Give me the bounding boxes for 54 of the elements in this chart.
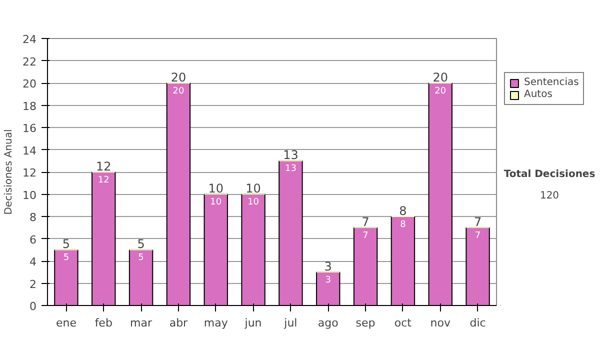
data-label: 7: [474, 230, 481, 241]
y-tick-label: 24: [22, 33, 37, 46]
x-tick-label: jun: [244, 316, 262, 330]
y-tick-label: 20: [22, 78, 37, 90]
total-label: 3: [324, 259, 332, 274]
total-label: 13: [283, 148, 298, 162]
y-axis-title: Decisiones Anual: [4, 129, 15, 215]
x-tick-label: oct: [394, 316, 412, 330]
x-tick-label: abr: [169, 316, 188, 330]
total-label: 5: [137, 237, 145, 252]
x-tick-label: mar: [130, 316, 153, 330]
total-label: 7: [362, 214, 370, 229]
y-tick-label: 16: [22, 122, 37, 135]
data-label: 20: [434, 86, 446, 96]
x-tick-label: jul: [283, 316, 298, 330]
y-tick-label: 12: [22, 166, 37, 180]
data-label: 10: [248, 198, 260, 208]
y-tick-label: 10: [22, 188, 37, 202]
y-tick-label: 2: [30, 278, 36, 291]
total-label: 10: [208, 182, 224, 196]
text: Total Decisiones: [504, 169, 596, 180]
x-tick-label: may: [204, 316, 228, 330]
total-label: 5: [62, 237, 70, 252]
x-tick-label: nov: [430, 316, 451, 330]
legend-label: Autos: [524, 89, 552, 100]
x-tick-label: ene: [56, 316, 77, 330]
data-label: 20: [172, 86, 184, 96]
data-label: 13: [284, 164, 296, 174]
legend-label: Sentencias: [524, 77, 579, 88]
x-tick-label: feb: [94, 316, 112, 330]
y-tick-label: 14: [22, 144, 37, 158]
data-label: 12: [98, 175, 110, 186]
x-tick-label: dic: [470, 316, 486, 330]
text: 120: [540, 190, 560, 202]
x-tick-label: sep: [356, 316, 376, 330]
total-label: 7: [474, 214, 482, 229]
y-tick-label: 6: [30, 233, 36, 246]
data-label: 3: [325, 275, 331, 286]
total-label: 20: [170, 70, 186, 84]
y-tick-label: 4: [30, 256, 36, 268]
data-label: 10: [210, 198, 222, 208]
total-label: 12: [96, 159, 112, 174]
total-label: 10: [246, 182, 261, 196]
data-label: 7: [362, 230, 368, 241]
x-tick-label: ago: [318, 316, 339, 330]
y-tick-label: 22: [22, 55, 37, 68]
y-tick-label: 0: [30, 300, 36, 313]
y-tick-label: 18: [22, 100, 37, 113]
y-tick-label: 8: [30, 211, 36, 224]
total-label: 20: [432, 70, 448, 84]
data-label: 5: [138, 253, 144, 264]
data-label: 8: [400, 220, 406, 230]
data-label: 5: [63, 253, 70, 264]
total-label: 8: [399, 204, 407, 218]
